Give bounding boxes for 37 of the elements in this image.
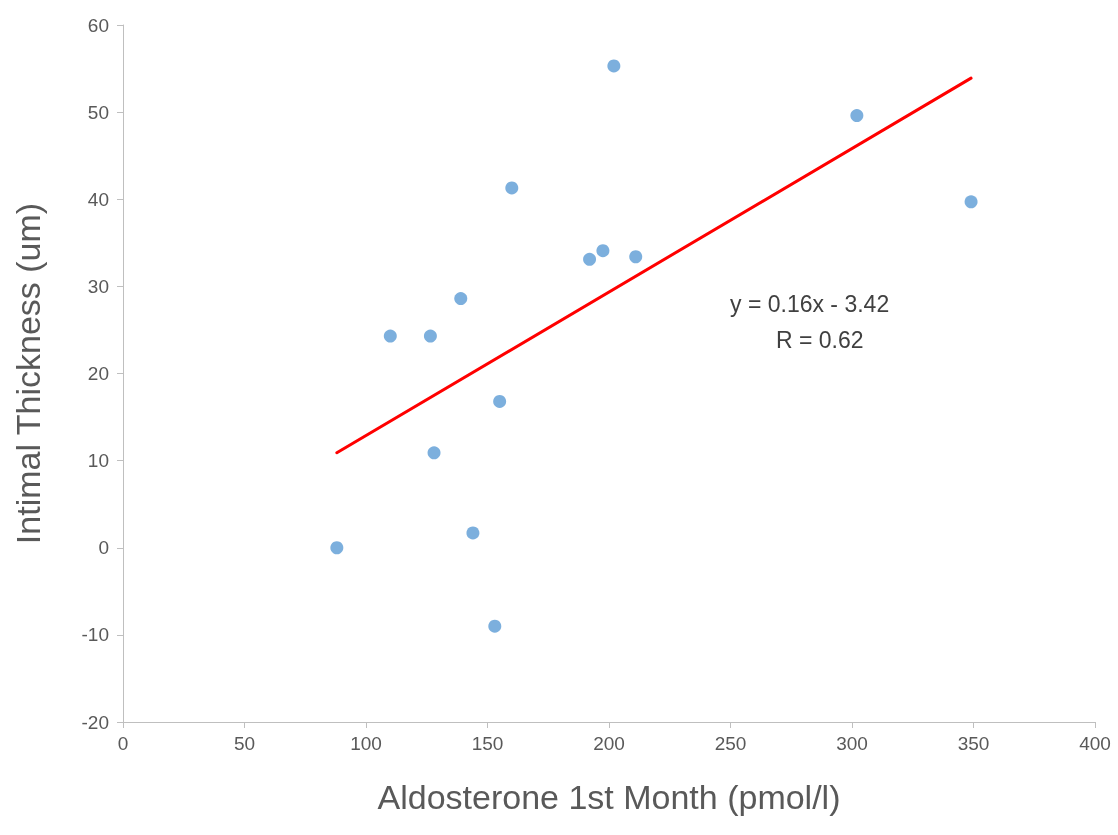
point	[383, 329, 397, 343]
point	[466, 526, 480, 540]
point	[629, 250, 643, 264]
x-tick-label: 400	[1079, 733, 1111, 754]
y-tick-label: 20	[87, 363, 109, 384]
y-tick-label: 30	[87, 275, 109, 297]
point	[596, 244, 610, 258]
point	[505, 181, 519, 195]
point	[607, 59, 621, 73]
point	[488, 619, 502, 633]
x-tick-label: 50	[233, 733, 256, 754]
x-axis-title: Aldosterone 1st Month (pmol/l)	[377, 778, 841, 816]
y-tick-label: 50	[87, 101, 109, 123]
x-tick-label: 100	[350, 733, 382, 754]
point	[583, 252, 597, 266]
x-tick-label: 0	[117, 733, 129, 754]
y-tick-label: -10	[81, 624, 109, 646]
point	[427, 446, 441, 460]
y-tick-label: 40	[87, 188, 109, 210]
point	[454, 292, 468, 306]
y-tick-label: 60	[87, 14, 109, 36]
y-axis-title: Intimal Thickness (um)	[9, 202, 47, 545]
annotation: y = 0.16x - 3.42	[730, 290, 890, 317]
y-tick-label: 0	[98, 537, 109, 559]
x-tick-label: 200	[593, 733, 625, 754]
x-tick-label: 300	[836, 733, 868, 754]
y-tick-label: -20	[81, 711, 109, 733]
point	[493, 394, 507, 408]
x-tick-label: 150	[471, 733, 504, 754]
point	[423, 329, 437, 343]
annotation: R = 0.62	[776, 326, 864, 353]
point	[850, 109, 864, 123]
point	[330, 541, 344, 555]
point	[964, 195, 978, 209]
x-tick-label: 250	[714, 733, 747, 754]
y-tick-label: 10	[87, 450, 109, 472]
x-tick-label: 350	[957, 733, 990, 754]
